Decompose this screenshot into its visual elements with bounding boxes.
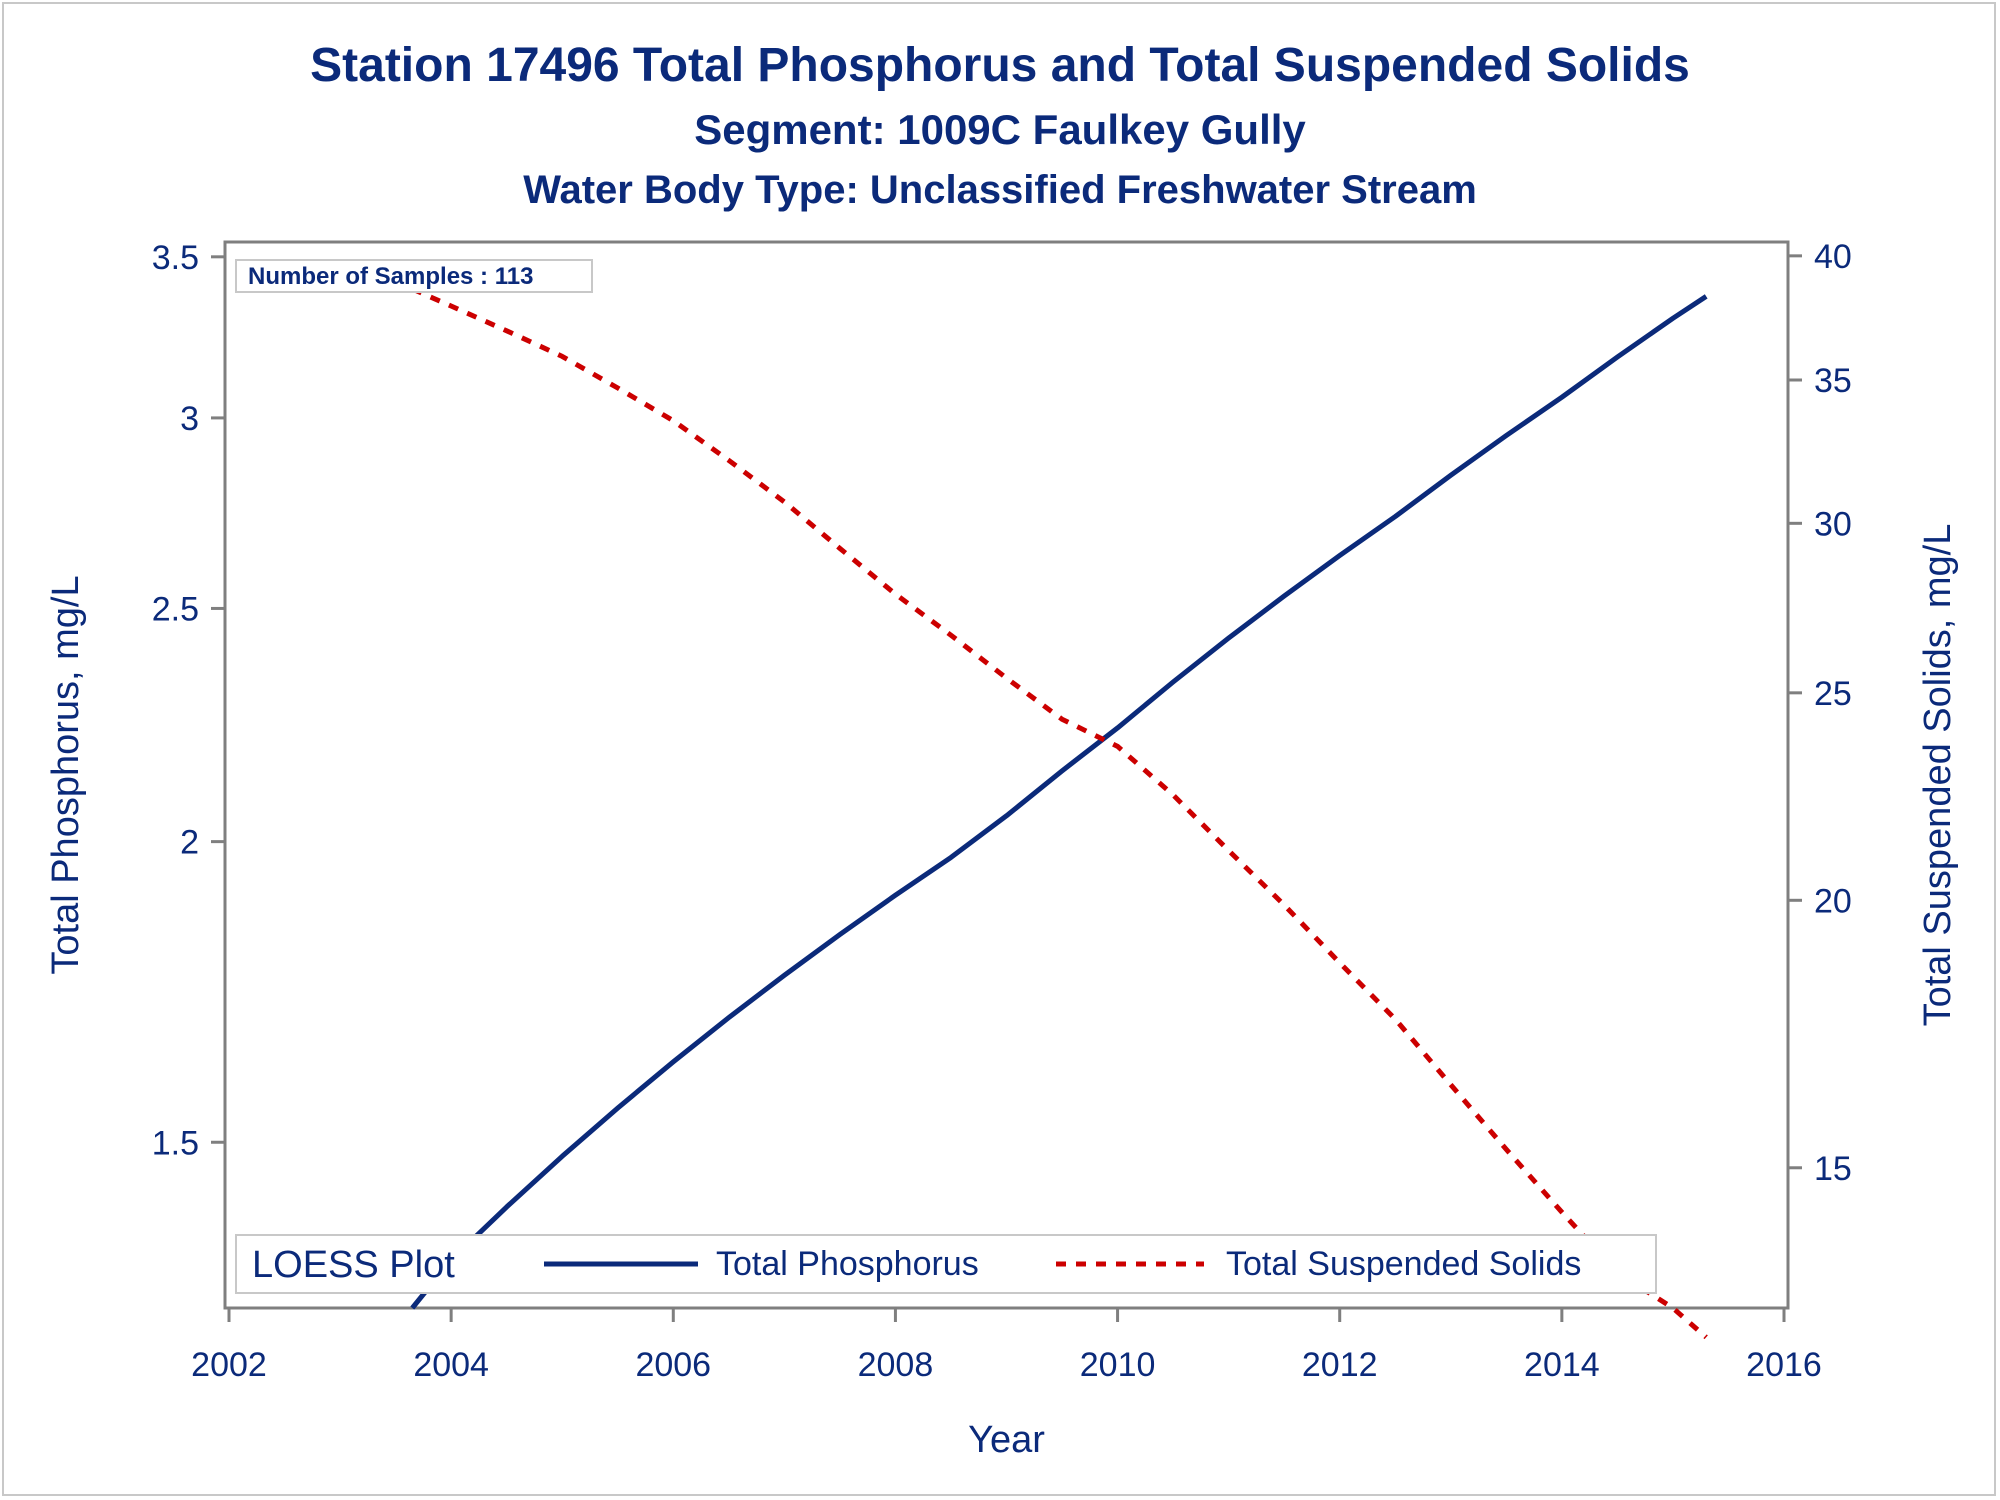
y-tick-label: 2.5	[152, 590, 199, 628]
y2-axis-label: Total Suspended Solids, mg/L	[1917, 524, 1959, 1027]
y2-tick-label: 20	[1814, 882, 1852, 920]
y-axis-label: Total Phosphorus, mg/L	[45, 575, 87, 974]
total-phosphorus-line	[410, 294, 1708, 1310]
y-tick-label: 2	[180, 824, 199, 862]
x-tick-label: 2012	[1302, 1346, 1378, 1384]
x-tick-label: 2014	[1524, 1346, 1600, 1384]
legend-title: LOESS Plot	[252, 1244, 455, 1286]
total-suspended-solids-line	[411, 286, 1708, 1340]
y2-tick-label: 40	[1814, 238, 1852, 276]
y-tick-label: 3	[180, 400, 199, 438]
y2-tick-label: 25	[1814, 675, 1852, 713]
y-tick-label: 1.5	[152, 1124, 199, 1162]
x-tick-label: 2006	[635, 1346, 711, 1384]
chart-subtitle-water-body: Water Body Type: Unclassified Freshwater…	[523, 168, 1477, 212]
legend-box	[235, 1234, 1657, 1294]
chart-subtitle-segment: Segment: 1009C Faulkey Gully	[694, 106, 1306, 153]
sample-count-box	[235, 259, 593, 293]
x-tick-label: 2002	[191, 1346, 267, 1384]
y2-tick-label: 35	[1814, 362, 1852, 400]
sample-count-label: Number of Samples : 113	[248, 263, 533, 290]
legend-label-total-suspended-solids: Total Suspended Solids	[1226, 1245, 1581, 1283]
x-tick-label: 2004	[413, 1346, 489, 1384]
y-tick-label: 3.5	[152, 239, 199, 277]
plot-area-frame	[223, 240, 1790, 1310]
x-axis-label: Year	[968, 1419, 1045, 1461]
chart-title: Station 17496 Total Phosphorus and Total…	[310, 39, 1690, 92]
x-tick-label: 2008	[858, 1346, 934, 1384]
y2-tick-label: 15	[1814, 1150, 1852, 1188]
x-tick-label: 2016	[1746, 1346, 1822, 1384]
y2-tick-label: 30	[1814, 505, 1852, 543]
x-tick-label: 2010	[1080, 1346, 1156, 1384]
legend-label-total-phosphorus: Total Phosphorus	[716, 1245, 979, 1283]
